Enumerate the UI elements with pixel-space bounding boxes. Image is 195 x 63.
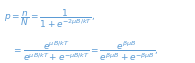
Text: $= \dfrac{e^{\mu B/kT}}{e^{\mu B/kT} + e^{-\mu B/kT}} = \dfrac{e^{\beta\mu B}}{e: $= \dfrac{e^{\mu B/kT}}{e^{\mu B/kT} + e… [12, 40, 158, 63]
Text: $p = \dfrac{n}{N} = \dfrac{1}{1 + e^{-2\mu B/kT}},$: $p = \dfrac{n}{N} = \dfrac{1}{1 + e^{-2\… [4, 8, 95, 30]
